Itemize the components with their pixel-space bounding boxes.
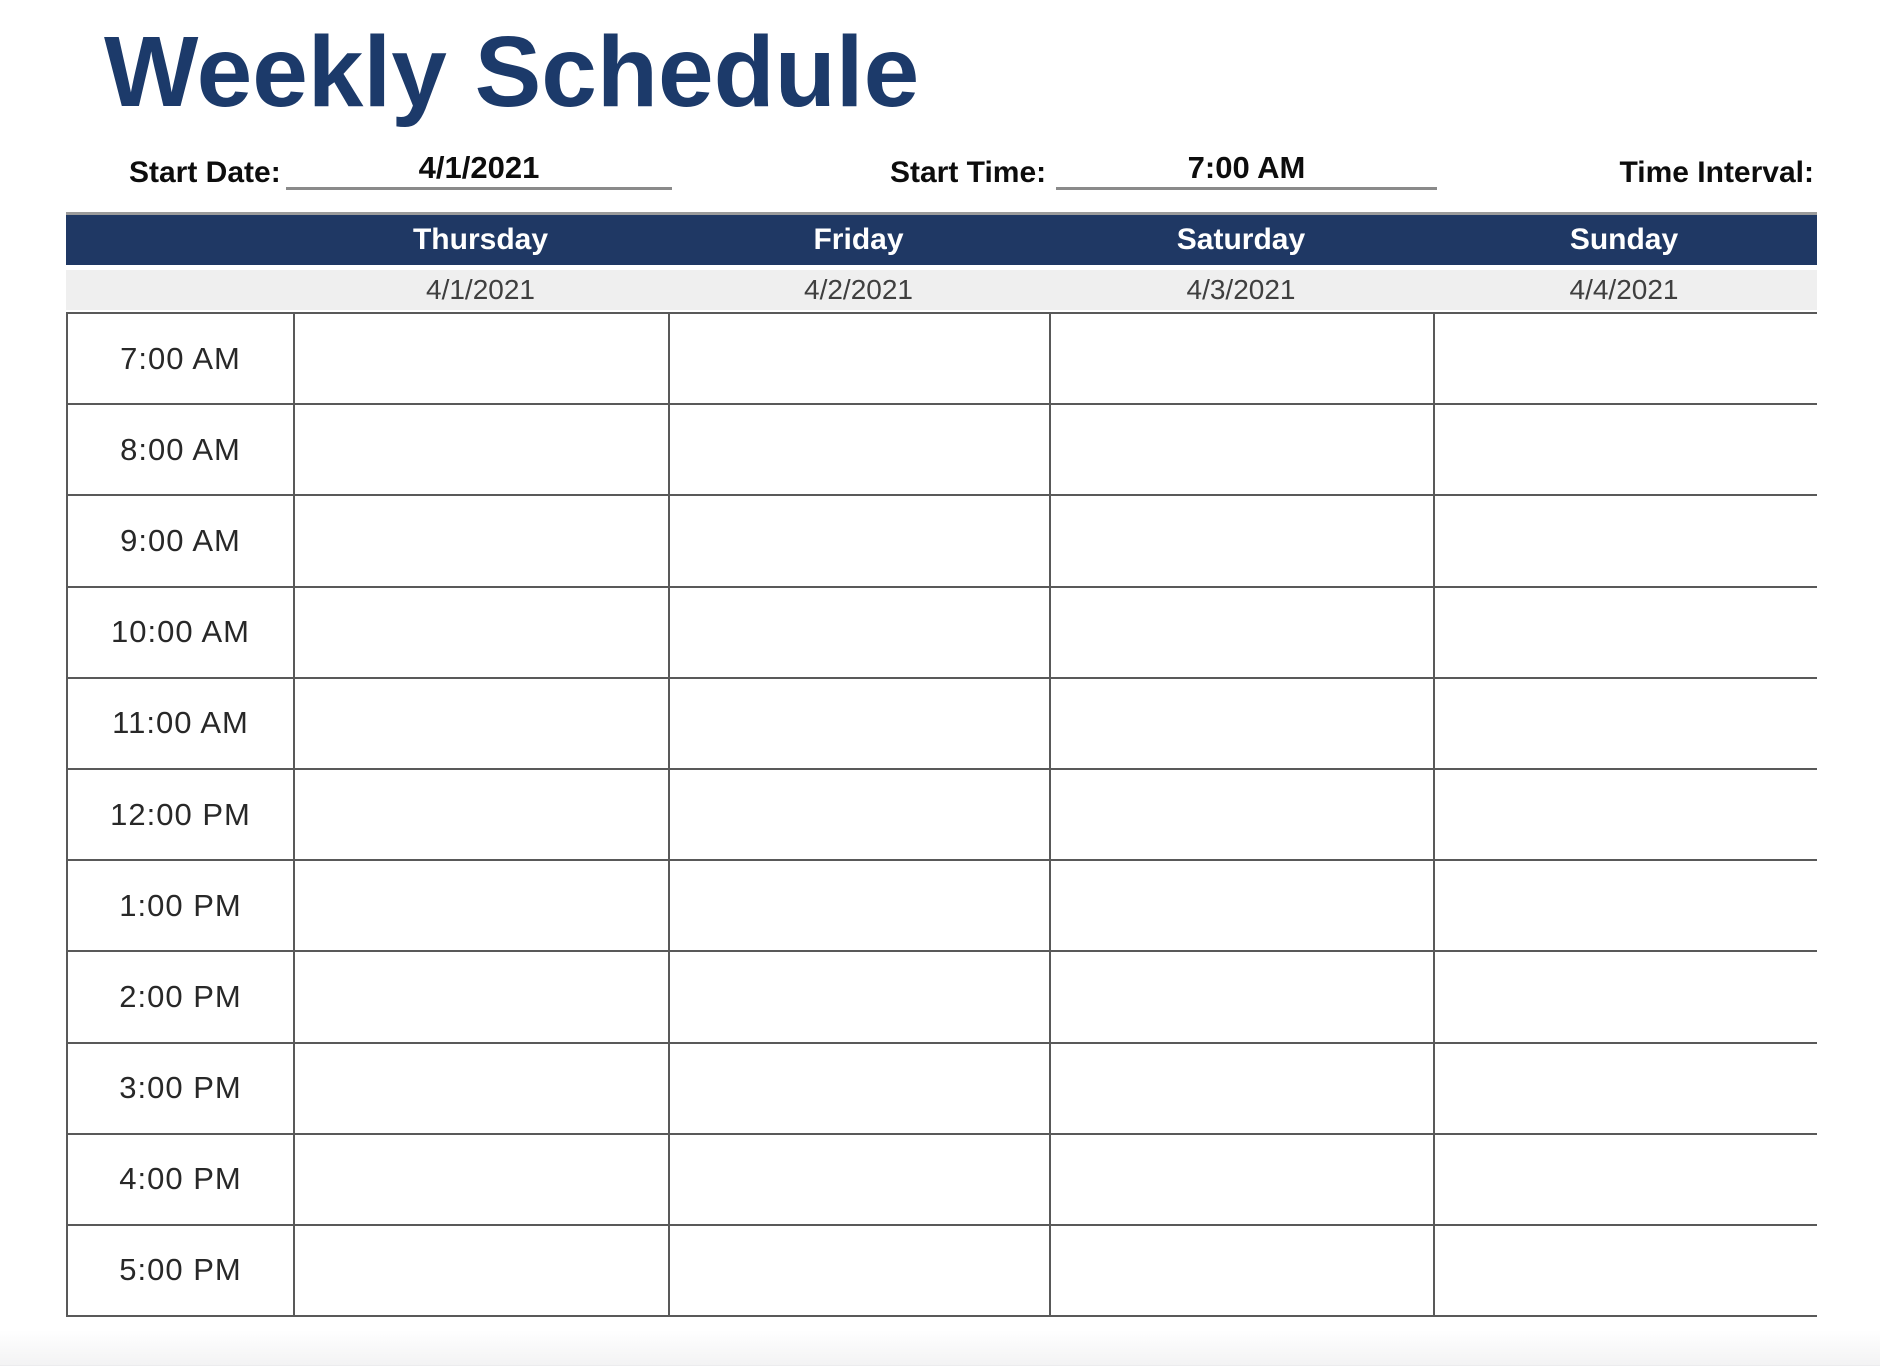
day-header-friday: Friday xyxy=(813,223,904,256)
schedule-cell[interactable] xyxy=(295,769,670,860)
schedule-cell[interactable] xyxy=(670,587,1051,677)
schedule-cell[interactable] xyxy=(670,952,1051,1042)
date-saturday: 4/3/2021 xyxy=(1186,274,1296,305)
schedule-cell[interactable] xyxy=(1435,1043,1817,1133)
schedule-cell[interactable] xyxy=(670,496,1051,586)
schedule-grid: 7:00 AM 8:00 AM 9:00 AM 10:00 AM 11:00 AM 12:… xyxy=(66,312,1817,1317)
schedule-cell[interactable] xyxy=(295,1134,670,1224)
schedule-table: Thursday Friday Saturday Sunday 4/1/2021 4/2… xyxy=(66,212,1817,1317)
start-time-field[interactable]: 7:00 AM xyxy=(1056,150,1437,190)
schedule-cell[interactable] xyxy=(670,769,1051,860)
schedule-cell[interactable] xyxy=(1051,1043,1435,1133)
start-date-label: Start Date: xyxy=(129,156,281,189)
schedule-cell[interactable] xyxy=(295,1225,670,1316)
schedule-row: 8:00 AM xyxy=(68,403,1817,495)
schedule-cell[interactable] xyxy=(670,314,1051,404)
schedule-cell[interactable] xyxy=(1051,587,1435,677)
day-header-spacer xyxy=(66,215,293,265)
schedule-cell[interactable] xyxy=(1435,952,1817,1042)
schedule-cell[interactable] xyxy=(1435,314,1817,404)
time-label: 7:00 AM xyxy=(68,314,295,404)
schedule-cell[interactable] xyxy=(295,1043,670,1133)
schedule-cell[interactable] xyxy=(1051,861,1435,951)
schedule-cell[interactable] xyxy=(1435,405,1817,495)
date-thursday: 4/1/2021 xyxy=(426,274,535,305)
date-row: 4/1/2021 4/2/2021 4/3/2021 4/4/2021 xyxy=(66,270,1817,310)
time-interval-label: Time Interval: xyxy=(1619,156,1814,189)
schedule-cell[interactable] xyxy=(295,678,670,768)
schedule-cell[interactable] xyxy=(1051,1225,1435,1316)
schedule-cell[interactable] xyxy=(1051,769,1435,860)
time-label: 9:00 AM xyxy=(68,496,295,586)
date-row-spacer xyxy=(66,270,293,310)
day-header-row: Thursday Friday Saturday Sunday xyxy=(66,212,1817,265)
schedule-cell[interactable] xyxy=(1435,1134,1817,1224)
schedule-cell[interactable] xyxy=(1435,861,1817,951)
schedule-cell[interactable] xyxy=(1051,496,1435,586)
time-label: 5:00 PM xyxy=(68,1225,295,1316)
schedule-cell[interactable] xyxy=(670,1134,1051,1224)
schedule-cell[interactable] xyxy=(1051,405,1435,495)
schedule-cell[interactable] xyxy=(295,861,670,951)
start-time-label: Start Time: xyxy=(890,156,1047,189)
schedule-cell[interactable] xyxy=(295,587,670,677)
schedule-cell[interactable] xyxy=(1435,769,1817,860)
schedule-row: 12:00 PM xyxy=(68,767,1817,860)
schedule-cell[interactable] xyxy=(1051,678,1435,768)
time-label: 8:00 AM xyxy=(68,405,295,495)
time-label: 10:00 AM xyxy=(68,587,295,677)
schedule-cell[interactable] xyxy=(295,314,670,404)
time-label: 2:00 PM xyxy=(68,952,295,1042)
schedule-cell[interactable] xyxy=(670,1043,1051,1133)
page-bottom-edge xyxy=(0,1330,1880,1366)
day-header-thursday: Thursday xyxy=(412,223,549,256)
schedule-cell[interactable] xyxy=(1051,952,1435,1042)
page-title: Weekly Schedule xyxy=(104,16,920,128)
schedule-cell[interactable] xyxy=(1435,1225,1817,1316)
schedule-cell[interactable] xyxy=(1435,496,1817,586)
date-friday: 4/2/2021 xyxy=(804,274,913,305)
schedule-cell[interactable] xyxy=(1435,678,1817,768)
day-header-saturday: Saturday xyxy=(1176,223,1306,256)
schedule-cell[interactable] xyxy=(295,405,670,495)
schedule-cell[interactable] xyxy=(1051,314,1435,404)
schedule-cell[interactable] xyxy=(670,678,1051,768)
day-header-sunday: Sunday xyxy=(1569,223,1679,256)
time-label: 12:00 PM xyxy=(68,769,295,860)
start-date-field[interactable]: 4/1/2021 xyxy=(286,150,672,190)
schedule-row: 5:00 PM xyxy=(68,1223,1817,1316)
schedule-row: 11:00 AM xyxy=(68,676,1817,768)
schedule-row: 4:00 PM xyxy=(68,1132,1817,1224)
time-label: 4:00 PM xyxy=(68,1134,295,1224)
schedule-cell[interactable] xyxy=(1051,1134,1435,1224)
schedule-cell[interactable] xyxy=(670,405,1051,495)
time-label: 3:00 PM xyxy=(68,1043,295,1133)
schedule-row: 3:00 PM xyxy=(68,1041,1817,1133)
schedule-cell[interactable] xyxy=(670,1225,1051,1316)
schedule-row: 2:00 PM xyxy=(68,950,1817,1042)
time-label: 11:00 AM xyxy=(68,678,295,768)
schedule-row: 1:00 PM xyxy=(68,859,1817,951)
schedule-row: 10:00 AM xyxy=(68,585,1817,677)
date-sunday: 4/4/2021 xyxy=(1569,274,1679,305)
time-label: 1:00 PM xyxy=(68,861,295,951)
schedule-cell[interactable] xyxy=(295,952,670,1042)
schedule-row: 9:00 AM xyxy=(68,494,1817,586)
schedule-cell[interactable] xyxy=(670,861,1051,951)
schedule-cell[interactable] xyxy=(295,496,670,586)
schedule-cell[interactable] xyxy=(1435,587,1817,677)
schedule-row: 7:00 AM xyxy=(68,314,1817,404)
